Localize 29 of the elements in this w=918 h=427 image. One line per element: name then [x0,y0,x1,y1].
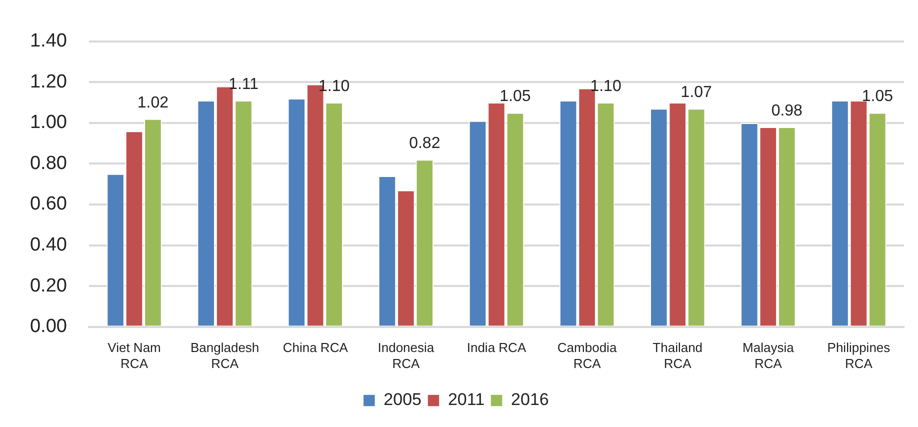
data-label: 1.10 [318,78,350,95]
x-tick-label: Cambodia RCA [557,340,618,371]
legend-label: 2016 [511,390,549,410]
x-tick-label: India RCA [466,340,526,356]
legend-label: 2011 [448,390,485,410]
data-label: 1.05 [862,88,894,106]
x-tick-label: Indonesia RCA [378,340,435,371]
data-label: 1.07 [680,84,712,102]
y-tick-label: 0.60 [30,194,67,215]
y-tick-label: 0.40 [30,234,67,256]
x-tick-label: Philippines RCA [827,340,891,371]
data-label: 0.82 [409,135,440,152]
data-label: 0.98 [771,102,803,120]
data-label: 1.05 [500,88,531,106]
x-tick-label: Viet Nam RCA [108,340,161,371]
y-tick-label: 0.00 [30,316,67,338]
x-tick-label: Malaysia RCA [742,340,795,371]
x-tick-label: Bangladesh RCA [190,340,260,371]
data-label: 1.10 [590,78,622,95]
y-tick-label: 1.20 [30,71,67,92]
data-label: 1.02 [137,94,169,112]
x-tick-label: China RCA [282,340,348,356]
y-tick-label: 1.00 [30,112,67,134]
data-label: 1.11 [228,76,259,93]
y-tick-label: 1.40 [30,30,67,52]
x-tick-label: Thailand RCA [652,340,703,371]
y-tick-label: 0.20 [30,275,67,296]
y-tick-label: 0.80 [30,152,67,174]
legend-label: 2005 [384,390,422,410]
